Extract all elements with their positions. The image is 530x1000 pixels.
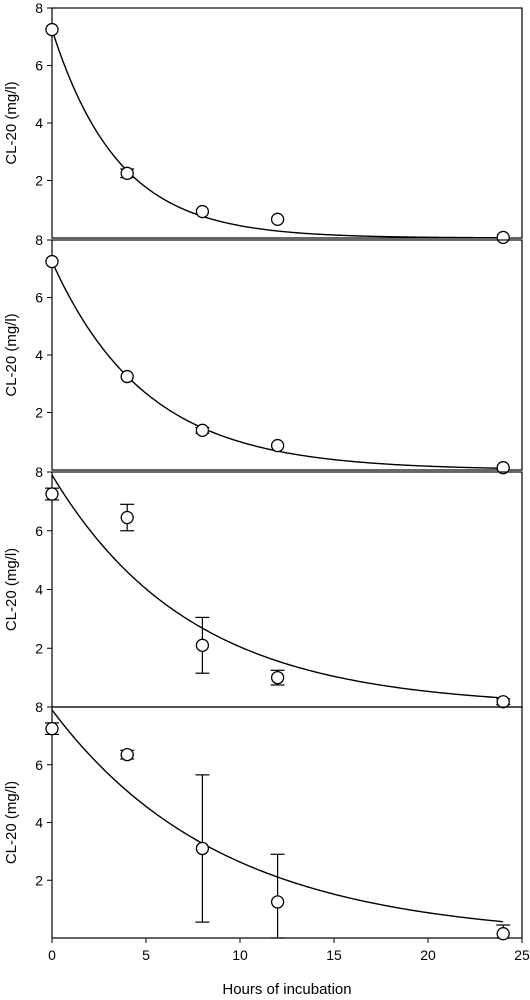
x-axis-title: Hours of incubation: [222, 981, 351, 998]
x-tick-label: 15: [326, 947, 342, 963]
data-point: [195, 204, 210, 219]
y-tick-label: 6: [35, 58, 43, 74]
data-point: [120, 166, 134, 180]
data-point: [270, 670, 285, 685]
data-point: [45, 722, 59, 736]
y-axis-title: CL-20 (mg/l): [3, 313, 20, 396]
data-point: [496, 695, 510, 709]
y-tick-label: 4: [35, 582, 43, 598]
data-point: [496, 230, 510, 245]
x-tick-label: 20: [420, 947, 436, 963]
y-tick-label: 8: [35, 0, 43, 16]
data-point: [270, 438, 285, 453]
y-tick-label: 2: [35, 405, 43, 421]
panel-3: 2 4 6 8 CL-20 (mg/l): [3, 464, 523, 709]
plot-frame: [51, 706, 523, 939]
fit-curve: [52, 474, 504, 699]
y-tick-label: 2: [35, 640, 43, 656]
data-point: [120, 747, 134, 762]
plot-frame: [51, 7, 523, 239]
data-point: [45, 487, 59, 501]
x-tick-label: 5: [142, 947, 150, 963]
x-tick-label: 0: [48, 947, 56, 963]
data-point: [270, 895, 285, 909]
data-point: [195, 638, 210, 652]
y-axis-title: CL-20 (mg/l): [3, 781, 20, 864]
y-tick-label: 8: [35, 464, 43, 480]
data-point: [496, 461, 510, 475]
panel-4: 2 4 6 8 CL-20 (mg/l) 0 5 10 15 20 25 Hours of incub…: [3, 699, 530, 998]
y-tick-label: 2: [35, 173, 43, 189]
x-tick-label: 25: [514, 947, 530, 963]
y-tick-label: 8: [35, 232, 43, 248]
panel-2: 2 4 6 8 CL-20 (mg/l): [3, 232, 523, 475]
y-tick-label: 8: [35, 699, 43, 715]
data-point: [496, 927, 510, 941]
data-point: [270, 212, 285, 226]
fit-curve: [52, 261, 504, 469]
data-point: [120, 369, 134, 384]
y-axis-title: CL-20 (mg/l): [3, 548, 20, 631]
y-tick-label: 6: [35, 757, 43, 773]
y-tick-label: 4: [35, 815, 43, 831]
y-tick-label: 6: [35, 290, 43, 306]
y-tick-label: 2: [35, 872, 43, 888]
panel-1: 2 4 6 8 CL-20 (mg/l): [3, 0, 523, 245]
data-point: [120, 510, 134, 525]
y-tick-label: 4: [35, 115, 43, 131]
y-axis-title: CL-20 (mg/l): [3, 81, 20, 164]
data-point: [45, 254, 59, 269]
y-tick-label: 4: [35, 347, 43, 363]
plot-frame: [51, 239, 523, 471]
x-tick-label: 10: [232, 947, 248, 963]
fit-curve: [52, 29, 504, 238]
data-point: [195, 841, 210, 856]
data-point: [45, 22, 59, 37]
plot-frame: [51, 471, 523, 708]
y-tick-label: 6: [35, 523, 43, 539]
data-point: [195, 423, 210, 437]
